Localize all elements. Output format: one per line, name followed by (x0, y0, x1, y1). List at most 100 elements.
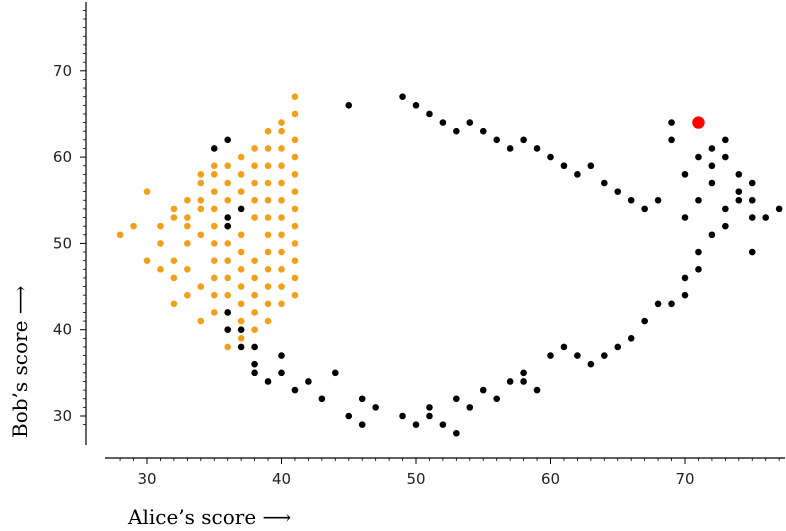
data-point (695, 153, 702, 161)
data-point (251, 257, 258, 264)
data-point (453, 395, 460, 403)
data-point (345, 102, 353, 109)
data-point (775, 205, 783, 213)
data-point (184, 240, 191, 247)
data-point (278, 265, 285, 273)
data-point (748, 179, 756, 187)
data-point (708, 162, 716, 170)
data-point (237, 335, 245, 342)
data-point (210, 309, 218, 316)
data-point (560, 343, 568, 351)
data-point (278, 300, 285, 308)
data-point (210, 162, 218, 170)
data-point (197, 179, 205, 187)
data-point (547, 352, 554, 359)
data-point (237, 205, 245, 213)
data-point (251, 196, 258, 204)
data-point (237, 153, 245, 161)
data-point (291, 110, 299, 118)
data-point (654, 196, 662, 204)
data-point (453, 429, 460, 437)
data-point (237, 171, 245, 178)
data-point (237, 188, 245, 195)
highlight-point (692, 116, 705, 129)
y-tick-label: 70 (53, 62, 72, 80)
data-point (197, 317, 205, 325)
y-tick-label: 60 (53, 148, 72, 166)
data-point (157, 240, 164, 247)
data-point (278, 119, 285, 126)
data-point (184, 265, 191, 273)
data-point (251, 360, 258, 368)
data-point (170, 205, 178, 213)
data-point (264, 378, 272, 385)
data-point (291, 153, 299, 161)
data-point (614, 188, 622, 195)
data-point (587, 162, 595, 170)
x-tick-label: 30 (137, 470, 156, 488)
data-point (547, 153, 554, 161)
data-point (735, 171, 743, 178)
data-point (601, 179, 608, 187)
data-point (210, 171, 218, 178)
data-point (210, 188, 218, 195)
data-point (722, 153, 729, 161)
data-point (439, 421, 447, 428)
data-point (291, 205, 299, 213)
data-point (722, 205, 729, 213)
data-point (197, 283, 205, 290)
scatter-points (116, 93, 783, 437)
data-point (708, 231, 716, 239)
data-point (466, 119, 474, 126)
data-point (116, 231, 124, 239)
data-point (210, 145, 218, 152)
data-point (291, 240, 299, 247)
data-point (399, 412, 406, 420)
x-tick-label: 40 (272, 470, 291, 488)
data-point (224, 343, 231, 351)
data-point (224, 257, 231, 264)
data-point (224, 309, 231, 316)
data-point (681, 214, 689, 221)
data-point (372, 404, 379, 411)
y-axis-title: Bob’s score ⟶ (8, 286, 32, 438)
data-point (466, 404, 474, 411)
data-point (722, 136, 729, 144)
data-point (264, 265, 272, 273)
data-point (264, 300, 272, 308)
data-point (170, 274, 178, 282)
data-point (574, 171, 581, 178)
data-point (251, 145, 258, 152)
data-point (654, 300, 662, 308)
data-point (237, 265, 245, 273)
data-point (668, 300, 675, 308)
data-point (735, 196, 743, 204)
data-point (264, 248, 272, 256)
axes (85, 2, 785, 459)
data-point (251, 291, 258, 299)
data-point (748, 196, 756, 204)
data-point (668, 119, 675, 126)
data-point (358, 395, 366, 403)
data-point (251, 369, 258, 377)
data-point (614, 343, 622, 351)
data-point (493, 136, 501, 144)
data-point (251, 214, 258, 221)
data-point (224, 274, 231, 282)
data-point (722, 222, 729, 230)
data-point (210, 240, 218, 247)
data-point (412, 102, 420, 109)
data-point (278, 145, 285, 152)
data-point (291, 386, 299, 394)
data-point (210, 257, 218, 264)
data-point (520, 136, 527, 144)
data-point (237, 317, 245, 325)
data-point (533, 386, 541, 394)
data-point (210, 274, 218, 282)
x-tick-label: 60 (541, 470, 560, 488)
data-point (197, 196, 205, 204)
data-point (291, 93, 299, 100)
data-point (426, 110, 433, 118)
data-point (210, 205, 218, 213)
